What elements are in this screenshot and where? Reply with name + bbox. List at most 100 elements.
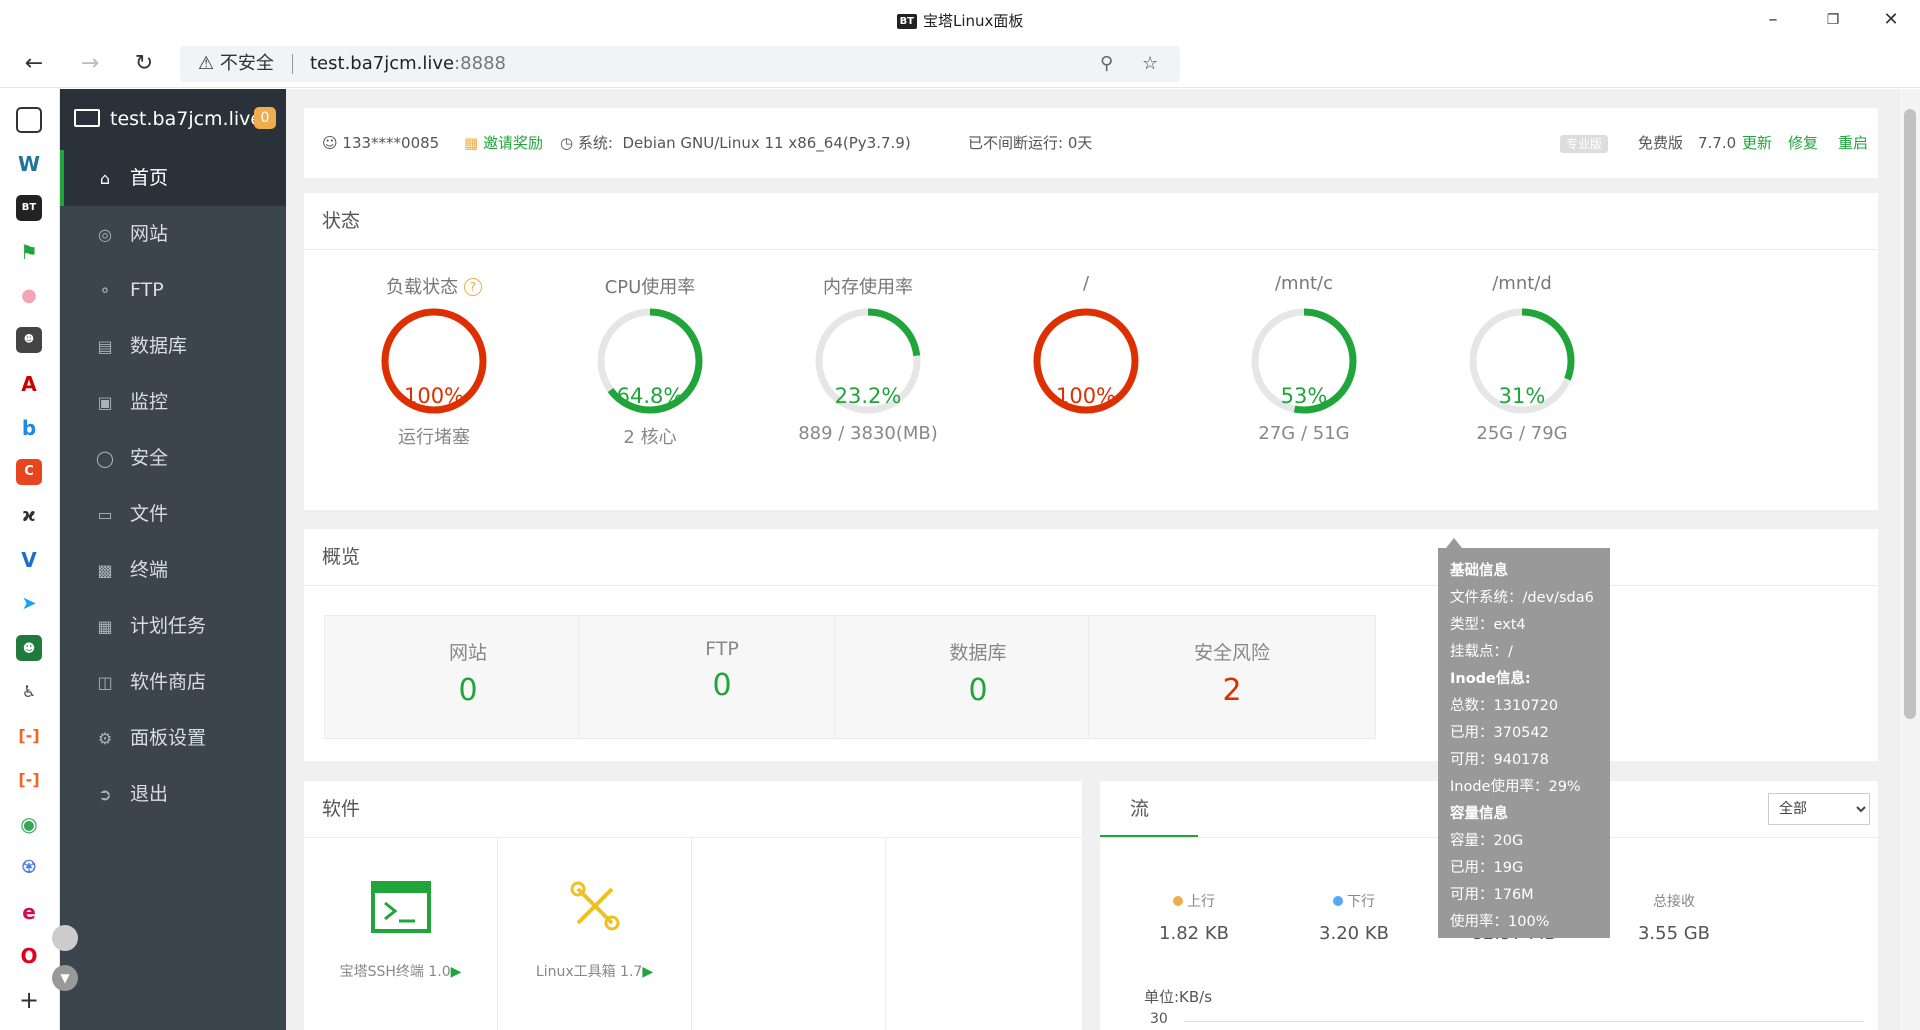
url-text[interactable]: test.ba7jcm.live:8888	[310, 53, 506, 74]
sidebar-item-8[interactable]: ▦ 计划任务	[60, 598, 286, 654]
wordpress-tab-icon[interactable]: W	[17, 152, 41, 176]
close-button[interactable]: ✕	[1883, 9, 1899, 30]
gauge-0[interactable]: 负载状态 ? 100% 运行堵塞	[304, 273, 564, 473]
bracket-tab-icon[interactable]: [-]	[18, 726, 40, 745]
translate-tab-icon[interactable]: ♼	[20, 857, 38, 878]
v-tab-icon[interactable]: V	[21, 548, 37, 572]
sidebar-item-7[interactable]: ▩ 终端	[60, 542, 286, 598]
debian-tab-icon[interactable]: е	[22, 900, 36, 924]
software-item-ssh[interactable]: 宝塔SSH终端 1.0▶	[304, 837, 498, 1030]
scroll-up-circle[interactable]	[52, 925, 78, 951]
restore-button[interactable]: ❐	[1826, 12, 1840, 28]
help-icon[interactable]: ?	[463, 278, 482, 296]
message-badge[interactable]: 0	[254, 107, 276, 129]
grid-icon: ◫	[97, 673, 113, 692]
traffic-label: 下行	[1264, 891, 1444, 911]
sidebar-item-10[interactable]: ⚙ 面板设置	[60, 710, 286, 766]
tooltip-line: 挂载点：/	[1450, 644, 1513, 660]
repair-link[interactable]: 修复	[1788, 134, 1819, 152]
forward-button[interactable]: →	[80, 51, 100, 76]
bing-tab-icon[interactable]: b	[21, 416, 37, 440]
scrollbar-thumb[interactable]	[1904, 109, 1916, 719]
favorite-star-icon[interactable]: ☆	[1142, 53, 1159, 74]
chrome-tab-icon[interactable]: ◉	[20, 812, 38, 836]
c-tab-icon[interactable]: C	[16, 459, 42, 485]
divider	[304, 837, 1082, 838]
new-tab-button[interactable]: +	[18, 986, 40, 1014]
traffic-tab[interactable]: 流	[1100, 781, 1198, 837]
gauge-4[interactable]: /mnt/c 53% 27G / 51G	[1174, 273, 1434, 473]
bt-tab-icon[interactable]: BT	[16, 195, 42, 221]
tooltip-line: Inode使用率：29%	[1450, 779, 1581, 795]
sidebar-item-2[interactable]: ⚬ FTP	[60, 262, 286, 318]
traffic-stat-0: 上行 1.82 KB	[1104, 891, 1284, 944]
gauge-3[interactable]: / 100%	[956, 273, 1216, 473]
overview-box-0[interactable]: 网站 0	[324, 615, 612, 739]
gauge-ring	[815, 308, 921, 414]
gauge-subtitle: 2 核心	[623, 427, 677, 448]
opera-tab-icon[interactable]: O	[20, 944, 38, 968]
overview-box-2[interactable]: 数据库 0	[834, 615, 1122, 739]
script-tab-icon[interactable]: ϰ	[22, 505, 36, 526]
overview-box-3[interactable]: 安全风险 2	[1088, 615, 1376, 739]
gauge-title: 负载状态 ?	[304, 273, 564, 303]
update-link[interactable]: 更新	[1742, 134, 1773, 152]
bracket-tab-icon-2[interactable]: [-]	[18, 770, 40, 789]
tooltip-line: Inode信息:	[1450, 671, 1531, 687]
play-icon: ▶	[642, 964, 654, 980]
key-icon[interactable]: ⚲	[1100, 53, 1114, 74]
window-title: BT 宝塔Linux面板	[0, 10, 1920, 31]
sidebar-item-0[interactable]: ⌂ 首页	[60, 150, 286, 206]
reload-button[interactable]: ↻	[134, 51, 154, 76]
pig-tab-icon[interactable]: ●	[21, 285, 37, 306]
sidebar-item-label: 退出	[130, 783, 169, 805]
minimize-button[interactable]: –	[1768, 9, 1778, 30]
sidebar-item-label: 面板设置	[130, 727, 207, 749]
gauge-5[interactable]: /mnt/d 31% 25G / 79G	[1392, 273, 1652, 473]
sidebar-item-3[interactable]: ▤ 数据库	[60, 318, 286, 374]
unit-label: 单位:KB/s	[1144, 988, 1213, 1006]
software-item-toolbox[interactable]: Linux工具箱 1.7▶	[498, 837, 692, 1030]
sidebar-item-label: 安全	[130, 447, 169, 469]
sidebar-item-11[interactable]: ➲ 退出	[60, 766, 286, 822]
gauge-title: /	[1082, 273, 1090, 294]
restart-link[interactable]: 重启	[1838, 134, 1869, 152]
bird-tab-icon[interactable]: ➤	[21, 593, 37, 614]
sidebar-item-9[interactable]: ◫ 软件商店	[60, 654, 286, 710]
software-name: 宝塔SSH终端 1.0▶	[339, 964, 462, 980]
url-separator	[292, 54, 293, 74]
sidebar-item-5[interactable]: ◯ 安全	[60, 430, 286, 486]
sidebar-item-4[interactable]: ▣ 监控	[60, 374, 286, 430]
traffic-filter-select[interactable]: 全部	[1768, 793, 1870, 825]
page-scrollbar[interactable]	[1900, 89, 1920, 1030]
gauge-title: CPU使用率	[604, 277, 696, 298]
gauge-2[interactable]: 内存使用率 23.2% 889 / 3830(MB)	[738, 273, 998, 473]
address-bar[interactable]: ⚠ 不安全 test.ba7jcm.live:8888 ⚲ ☆	[180, 46, 1180, 82]
database-icon: ▤	[97, 337, 113, 356]
gauge-1[interactable]: CPU使用率 64.8% 2 核心	[520, 273, 780, 473]
not-secure-warning[interactable]: ⚠ 不安全	[198, 53, 274, 74]
tooltip-line: 可用：940178	[1450, 752, 1549, 768]
gear-icon: ⚙	[97, 729, 113, 748]
pro-badge[interactable]: 专业版	[1560, 108, 1609, 179]
tab-actions-icon[interactable]	[16, 107, 42, 133]
sidebar-item-6[interactable]: ▭ 文件	[60, 486, 286, 542]
user-info[interactable]: ☺ 133****0085	[322, 134, 440, 152]
legend-dot	[1173, 896, 1183, 906]
traffic-label: 上行	[1104, 891, 1284, 911]
invite-reward-link[interactable]: ▦ 邀请奖励	[464, 134, 543, 152]
penguin-tab-icon[interactable]: ☻	[16, 635, 42, 661]
back-button[interactable]: ←	[24, 51, 44, 76]
tooltip-line: 总数：1310720	[1450, 698, 1559, 714]
avatar-tab-icon[interactable]: ☻	[16, 327, 42, 353]
figure-tab-icon[interactable]: ♿	[21, 682, 37, 701]
chart-gridline	[1184, 1021, 1864, 1022]
sidebar-item-label: 计划任务	[130, 615, 207, 637]
sidebar-item-1[interactable]: ◎ 网站	[60, 206, 286, 262]
scroll-down-circle[interactable]: ▼	[52, 965, 78, 991]
a-tab-icon[interactable]: A	[21, 372, 37, 396]
shield-tab-icon[interactable]: ⚑	[20, 240, 38, 264]
traffic-value: 3.55 GB	[1637, 923, 1711, 944]
gauge-title: 内存使用率	[823, 277, 913, 298]
overview-box-1[interactable]: FTP 0	[578, 615, 866, 739]
